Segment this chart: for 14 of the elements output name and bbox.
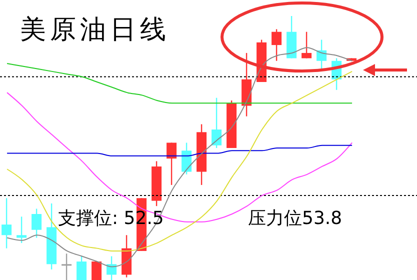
candlestick [316, 39, 327, 70]
candlestick [212, 97, 222, 149]
candlestick [302, 31, 312, 59]
chart-title: 美原油日线 [20, 14, 170, 47]
candlestick [92, 262, 102, 280]
candlestick [32, 208, 42, 238]
candlestick [106, 256, 117, 280]
candlestick [62, 253, 72, 280]
candlestick [16, 216, 27, 244]
candlestick [272, 28, 282, 62]
candlestick [2, 198, 12, 249]
annotation: 压力位53.8 [248, 207, 342, 230]
candlestick [76, 256, 87, 280]
candlestick [166, 142, 177, 186]
